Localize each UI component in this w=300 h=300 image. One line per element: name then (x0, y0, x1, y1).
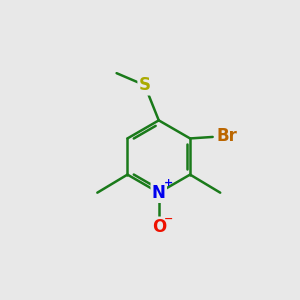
Text: S: S (139, 76, 151, 94)
Text: Br: Br (217, 128, 238, 146)
Text: N: N (152, 184, 166, 202)
Text: +: + (164, 178, 173, 188)
Text: O: O (152, 218, 166, 236)
Text: −: − (164, 214, 173, 224)
